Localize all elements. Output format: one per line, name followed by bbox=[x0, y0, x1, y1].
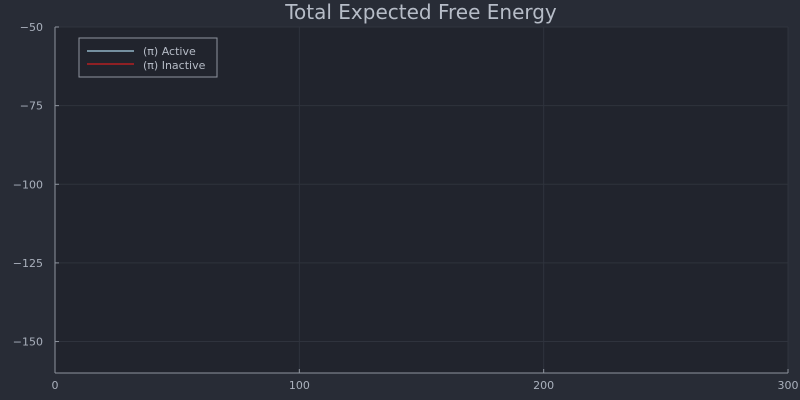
y-tick-label: −150 bbox=[13, 336, 43, 349]
legend-label-inactive: (π) Inactive bbox=[143, 59, 206, 72]
legend: (π) Active (π) Inactive bbox=[78, 37, 218, 78]
x-tick-label: 300 bbox=[778, 379, 799, 392]
y-tick-label: −125 bbox=[13, 257, 43, 270]
plot-area bbox=[55, 27, 788, 373]
y-tick-label: −75 bbox=[20, 100, 43, 113]
x-tick-label: 100 bbox=[289, 379, 310, 392]
x-tick-label: 200 bbox=[533, 379, 554, 392]
grid-lines bbox=[54, 26, 789, 373]
x-tick-label: 0 bbox=[52, 379, 59, 392]
tick-labels: 0 100 200 300 −50 −75 −100 −125 −150 bbox=[13, 21, 799, 392]
axes bbox=[54, 26, 789, 374]
y-tick-label: −100 bbox=[13, 178, 43, 191]
legend-box bbox=[78, 37, 218, 78]
y-tick-label: −50 bbox=[20, 21, 43, 34]
chart-title: Total Expected Free Energy bbox=[284, 0, 557, 24]
legend-label-active: (π) Active bbox=[143, 45, 196, 58]
